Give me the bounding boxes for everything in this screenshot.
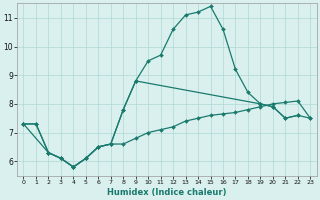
X-axis label: Humidex (Indice chaleur): Humidex (Indice chaleur) (107, 188, 227, 197)
